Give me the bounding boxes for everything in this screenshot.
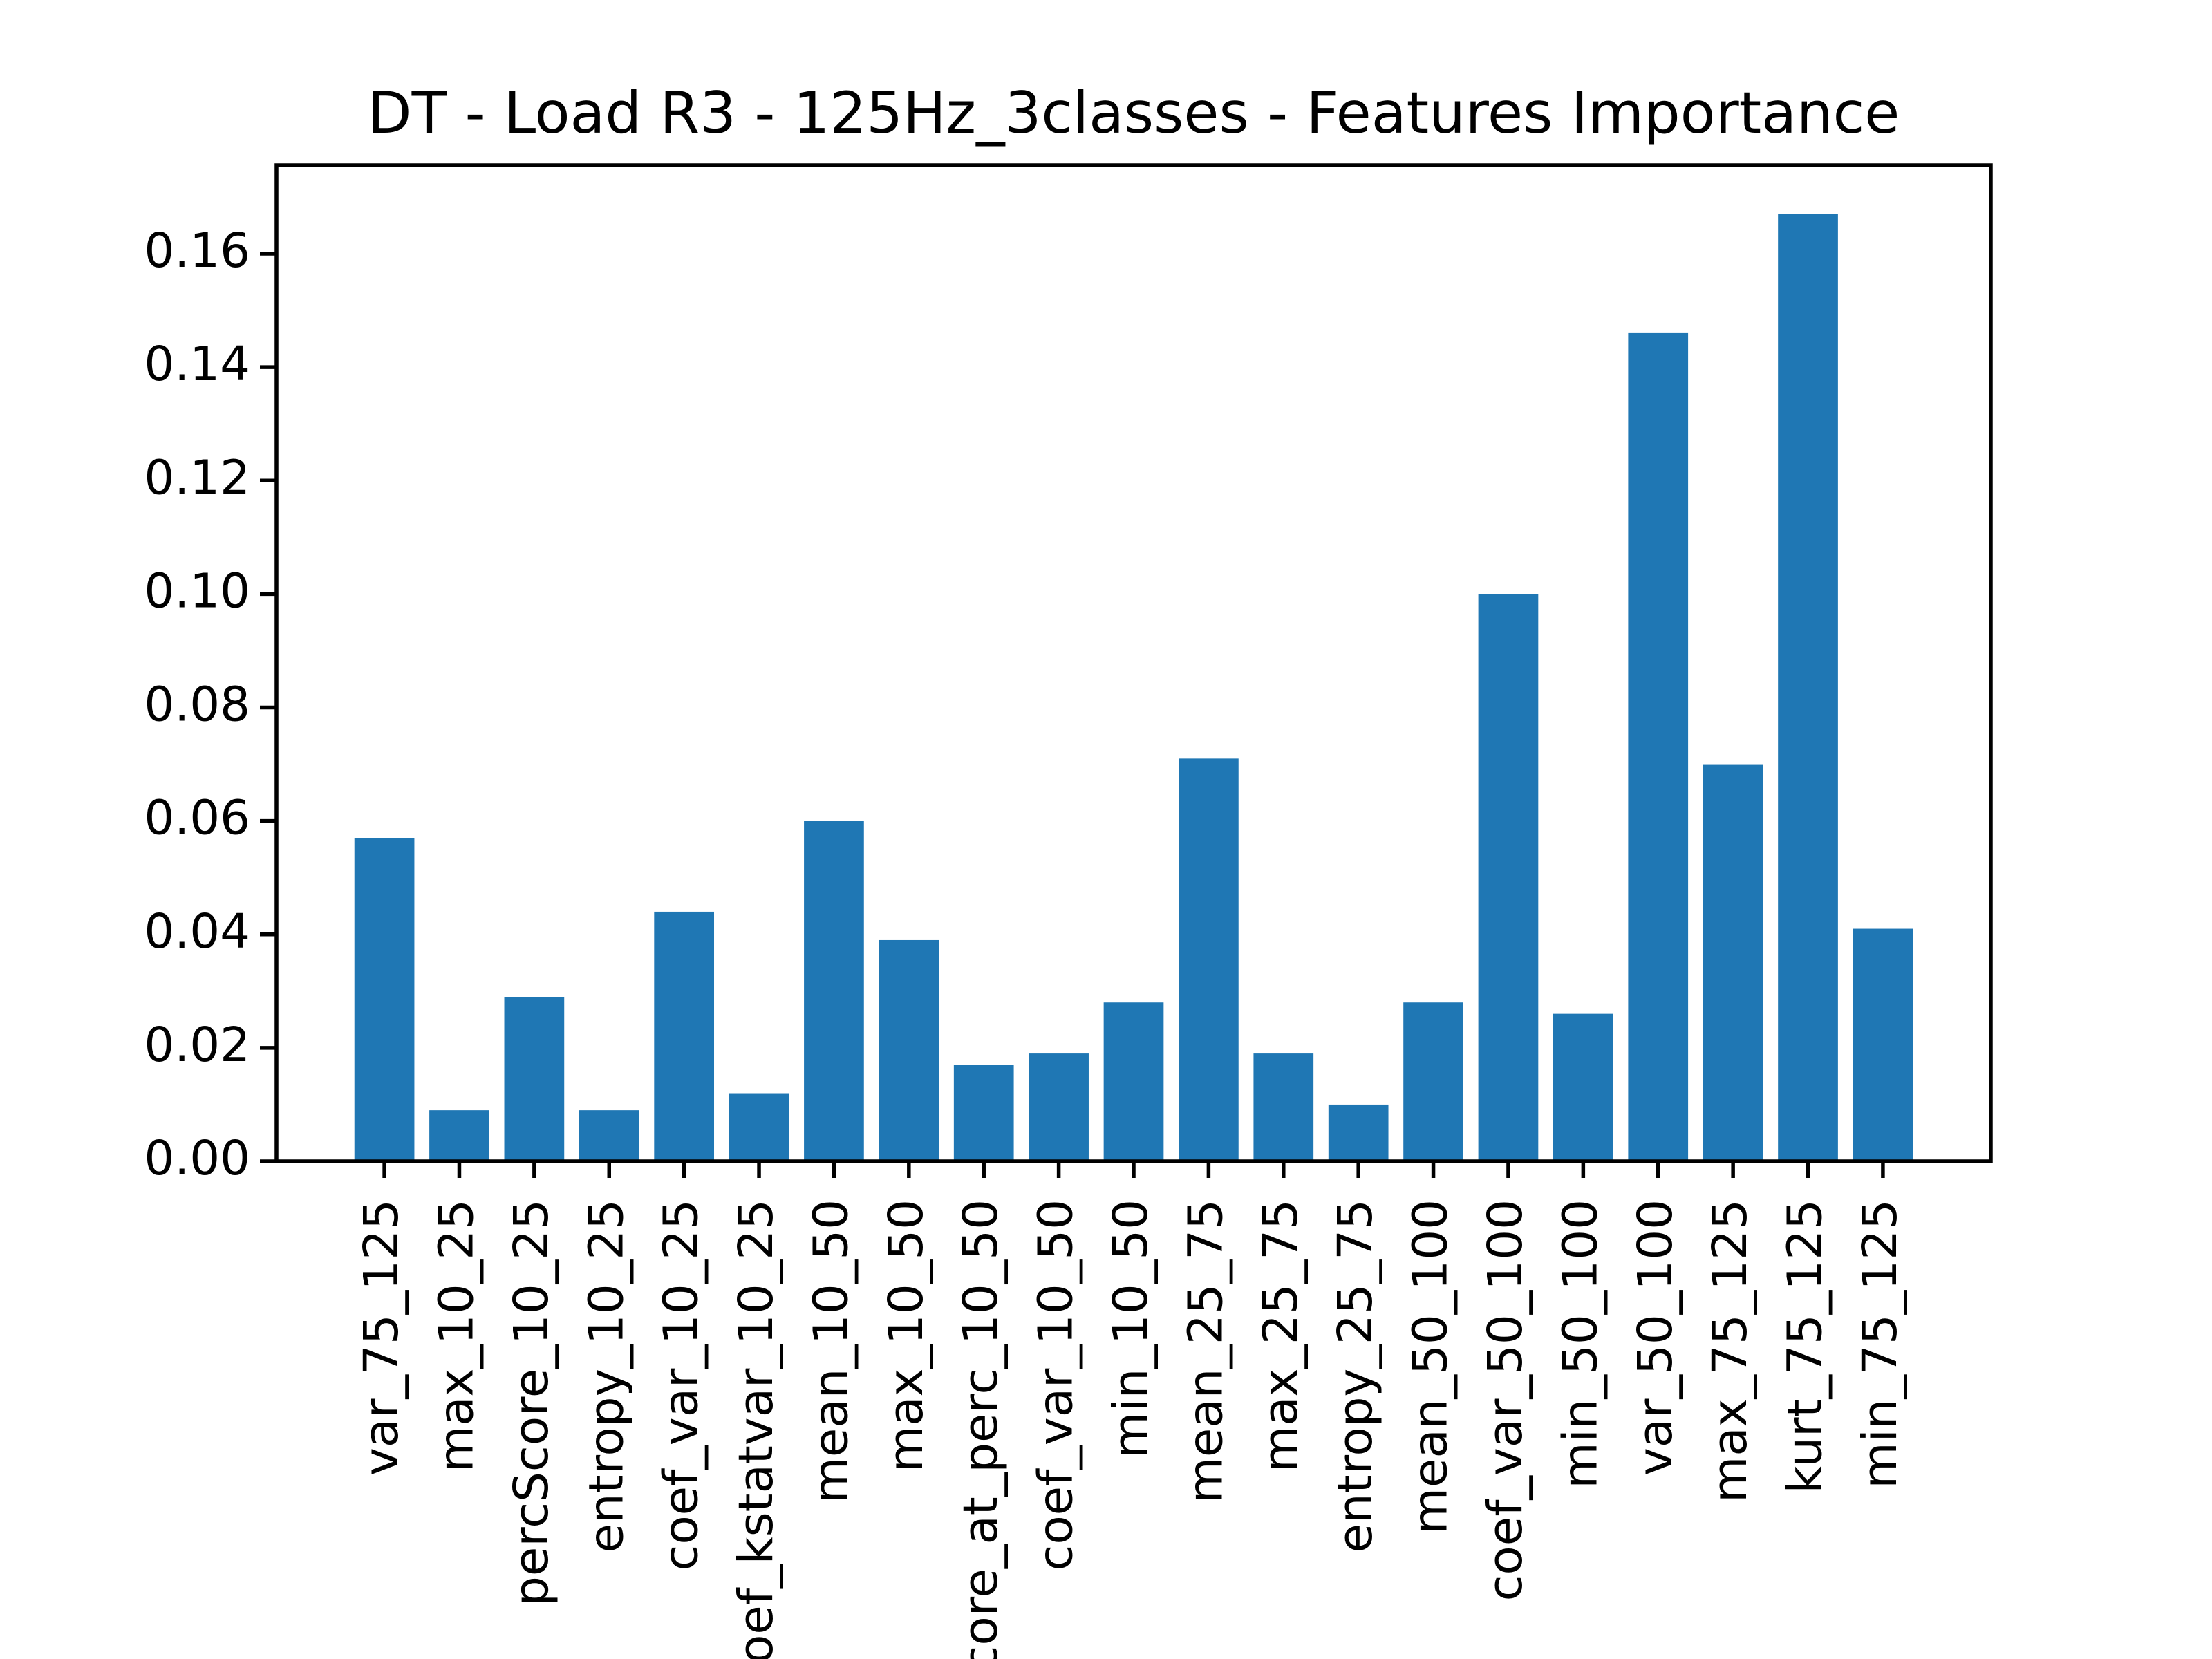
x-tick-label: percScore_10_25 [504, 1199, 559, 1606]
x-tick-label: entropy_10_25 [579, 1199, 634, 1553]
bar [429, 1110, 489, 1161]
bar [879, 939, 939, 1161]
chart-title: DT - Load R3 - 125Hz_3classes - Features… [368, 79, 1900, 147]
bar [1778, 214, 1838, 1162]
y-tick-label: 0.02 [144, 1018, 250, 1073]
x-tick-label: mean_50_100 [1403, 1199, 1459, 1534]
y-tick-label: 0.06 [144, 791, 250, 846]
bar [354, 838, 415, 1161]
bar [1179, 758, 1239, 1161]
x-tick-label: mean_25_75 [1178, 1199, 1233, 1503]
y-tick-label: 0.12 [144, 450, 250, 505]
x-tick-label: coef_var_10_25 [654, 1199, 709, 1571]
bar [1703, 764, 1763, 1161]
x-tick-label: max_25_75 [1253, 1199, 1309, 1472]
x-tick-label: max_75_125 [1703, 1199, 1758, 1503]
bar [1253, 1053, 1314, 1161]
x-tick-label: min_10_50 [1103, 1199, 1159, 1459]
x-tick-label: max_10_25 [429, 1199, 485, 1472]
x-tick-label: mean_10_50 [803, 1199, 859, 1503]
y-tick-label: 0.16 [144, 223, 250, 279]
bar [1328, 1104, 1389, 1161]
x-tick-label: coef_var_50_100 [1478, 1199, 1533, 1601]
x-tick-label: coef_kstatvar_10_25 [729, 1199, 784, 1659]
bar [953, 1065, 1014, 1161]
y-tick-label: 0.00 [144, 1131, 250, 1186]
axes-frame [274, 163, 1993, 1163]
x-tick-label: var_75_125 [354, 1199, 409, 1476]
bar [1029, 1053, 1089, 1161]
y-tick-label: 0.10 [144, 563, 250, 619]
bar [579, 1110, 639, 1161]
y-tick-label: 0.04 [144, 904, 250, 959]
bar [1553, 1013, 1613, 1161]
bar [504, 997, 565, 1161]
bar [1103, 1002, 1164, 1161]
x-tick-label: max_10_50 [879, 1199, 934, 1472]
bar [1403, 1002, 1463, 1161]
x-tick-label: percScore_at_perc_10_50 [953, 1199, 1009, 1659]
y-tick-label: 0.14 [144, 337, 250, 392]
y-tick-label: 0.08 [144, 677, 250, 733]
x-tick-label: min_50_100 [1553, 1199, 1608, 1489]
bar [729, 1093, 789, 1161]
x-tick-label: coef_var_10_50 [1029, 1199, 1084, 1571]
bar [804, 821, 864, 1161]
x-tick-label: entropy_25_75 [1328, 1199, 1383, 1553]
x-tick-label: kurt_75_125 [1778, 1199, 1833, 1494]
bar [654, 911, 715, 1161]
bar [1478, 594, 1539, 1161]
bar [1628, 332, 1689, 1161]
bar [1853, 928, 1913, 1161]
x-tick-label: min_75_125 [1853, 1199, 1908, 1489]
x-tick-label: var_50_100 [1628, 1199, 1683, 1476]
